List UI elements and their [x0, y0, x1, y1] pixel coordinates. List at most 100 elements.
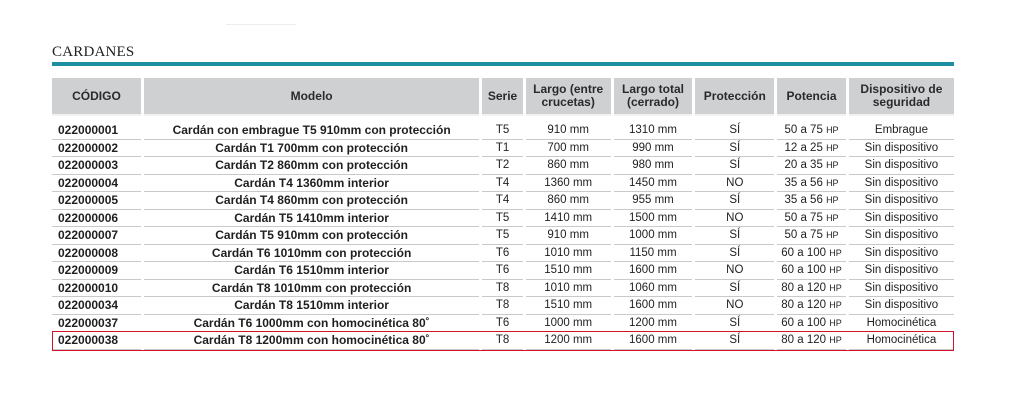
- header-modelo: Modelo: [143, 78, 480, 116]
- top-divider-mark: [226, 24, 296, 25]
- cell-serie: T8: [482, 332, 523, 350]
- cell-codigo: 022000001: [52, 116, 141, 140]
- header-dispositivo: Dispositivo de seguridad: [848, 78, 954, 116]
- cell-proteccion: NO: [695, 262, 775, 280]
- potencia-value: 50 a 75: [784, 124, 823, 136]
- cell-largo-entre: 1360 mm: [525, 175, 611, 192]
- cell-dispositivo: Sin dispositivo: [848, 140, 954, 157]
- cell-modelo: Cardán T8 1010mm con protección: [143, 280, 480, 297]
- cell-largo-total: 1310 mm: [613, 116, 693, 140]
- cell-serie: T5: [482, 116, 523, 140]
- table-body: 022000001 Cardán con embrague T5 910mm co…: [52, 116, 954, 350]
- cell-largo-entre: 1010 mm: [525, 280, 611, 297]
- cell-largo-total: 1150 mm: [613, 245, 693, 262]
- cardanes-table-container: CÓDIGO Modelo Serie Largo (entre cruceta…: [52, 78, 954, 350]
- cell-codigo: 022000003: [52, 157, 141, 175]
- cell-serie: T6: [482, 245, 523, 262]
- potencia-value: 35 a 56: [784, 194, 823, 206]
- cell-dispositivo: Sin dispositivo: [848, 210, 954, 227]
- table-row: 022000034 Cardán T8 1510mm interior T8 1510…: [52, 297, 954, 315]
- cell-modelo: Cardán T6 1010mm con protección: [143, 245, 480, 262]
- cardanes-table: CÓDIGO Modelo Serie Largo (entre cruceta…: [49, 78, 957, 350]
- potencia-unit: HP: [829, 335, 842, 345]
- cell-dispositivo: Sin dispositivo: [848, 227, 954, 245]
- cell-largo-total: 1060 mm: [613, 280, 693, 297]
- cell-dispositivo: Sin dispositivo: [848, 280, 954, 297]
- potencia-value: 50 a 75: [784, 211, 823, 224]
- header-largo-total: Largo total (cerrado): [613, 78, 693, 116]
- cell-proteccion: SÍ: [695, 227, 775, 245]
- highlighted-row-outline: [52, 331, 954, 351]
- cell-proteccion: SÍ: [695, 116, 775, 140]
- cell-codigo: 022000034: [52, 297, 141, 315]
- cell-modelo: Cardán T5 1410mm interior: [143, 210, 480, 227]
- table-row: 022000008 Cardán T6 1010mm con protección…: [52, 245, 954, 262]
- potencia-value: 60 a 100: [781, 316, 827, 329]
- potencia-unit: HP: [829, 300, 842, 310]
- cell-modelo: Cardán T4 1360mm interior: [143, 175, 480, 192]
- table-row: 022000003 Cardán T2 860mm con protección T…: [52, 157, 954, 175]
- potencia-unit: HP: [829, 247, 842, 258]
- potencia-value: 80 a 120: [781, 281, 827, 294]
- cell-largo-entre: 1010 mm: [525, 245, 611, 262]
- cell-largo-total: 1600 mm: [613, 332, 693, 350]
- potencia-unit: HP: [826, 177, 839, 188]
- header-largo-entre: Largo (entre crucetas): [525, 78, 611, 116]
- potencia-value: 20 a 35: [784, 159, 823, 171]
- potencia-unit: HP: [826, 160, 839, 170]
- cell-serie: T4: [482, 192, 523, 210]
- cell-potencia: 20 a 35 HP: [777, 157, 846, 175]
- cell-largo-total: 1600 mm: [613, 262, 693, 280]
- cell-proteccion: SÍ: [695, 315, 775, 332]
- cell-proteccion: SÍ: [695, 140, 775, 157]
- cell-dispositivo: Homocinética: [848, 315, 954, 332]
- table-row: 022000007 Cardán T5 910mm con protección T…: [52, 227, 954, 245]
- section-title-rule: [52, 62, 954, 66]
- table-row: 022000037 Cardán T6 1000mm con homocinéti…: [52, 315, 954, 332]
- cell-modelo: Cardán T6 1000mm con homocinética 80˚: [143, 315, 480, 332]
- potencia-value: 12 a 25: [784, 141, 823, 154]
- cell-serie: T6: [482, 315, 523, 332]
- table-row: 022000009 Cardán T6 1510mm interior T6 1510…: [52, 262, 954, 280]
- cell-codigo: 022000002: [52, 140, 141, 157]
- cell-dispositivo: Embrague: [848, 116, 954, 140]
- cell-largo-total: 1450 mm: [613, 175, 693, 192]
- table-row: 022000001 Cardán con embrague T5 910mm co…: [52, 116, 954, 140]
- cell-modelo: Cardán T8 1510mm interior: [143, 297, 480, 315]
- cell-serie: T8: [482, 280, 523, 297]
- cell-codigo: 022000004: [52, 175, 141, 192]
- cell-potencia: 80 a 120 HP: [777, 332, 846, 350]
- cell-dispositivo: Sin dispositivo: [848, 192, 954, 210]
- cell-largo-total: 1500 mm: [613, 210, 693, 227]
- cell-modelo: Cardán T8 1200mm con homocinética 80˚: [143, 332, 480, 350]
- potencia-value: 60 a 100: [781, 264, 827, 276]
- potencia-unit: HP: [826, 230, 839, 240]
- cell-modelo: Cardán T1 700mm con protección: [143, 140, 480, 157]
- cell-potencia: 50 a 75 HP: [777, 210, 846, 227]
- potencia-unit: HP: [826, 125, 839, 135]
- potencia-value: 35 a 56: [784, 176, 823, 189]
- potencia-value: 80 a 120: [781, 299, 827, 311]
- cell-proteccion: SÍ: [695, 192, 775, 210]
- potencia-unit: HP: [829, 282, 842, 293]
- table-row: 022000002 Cardán T1 700mm con protección T…: [52, 140, 954, 157]
- potencia-value: 50 a 75: [784, 229, 823, 241]
- potencia-value: 60 a 100: [781, 246, 827, 259]
- cell-largo-total: 1600 mm: [613, 297, 693, 315]
- cell-modelo: Cardán T5 910mm con protección: [143, 227, 480, 245]
- table-header-row: CÓDIGO Modelo Serie Largo (entre cruceta…: [52, 78, 954, 116]
- cell-largo-total: 990 mm: [613, 140, 693, 157]
- cell-dispositivo: Sin dispositivo: [848, 297, 954, 315]
- table-row: 022000006 Cardán T5 1410mm interior T5 1410…: [52, 210, 954, 227]
- cell-potencia: 80 a 120 HP: [777, 280, 846, 297]
- cell-largo-total: 1200 mm: [613, 315, 693, 332]
- cell-dispositivo: Sin dispositivo: [848, 245, 954, 262]
- cell-potencia: 60 a 100 HP: [777, 245, 846, 262]
- cell-largo-total: 980 mm: [613, 157, 693, 175]
- cell-proteccion: NO: [695, 210, 775, 227]
- cell-largo-total: 1000 mm: [613, 227, 693, 245]
- cell-potencia: 35 a 56 HP: [777, 192, 846, 210]
- section-title: CARDANES: [52, 44, 135, 60]
- potencia-unit: HP: [829, 317, 842, 328]
- cell-largo-entre: 910 mm: [525, 116, 611, 140]
